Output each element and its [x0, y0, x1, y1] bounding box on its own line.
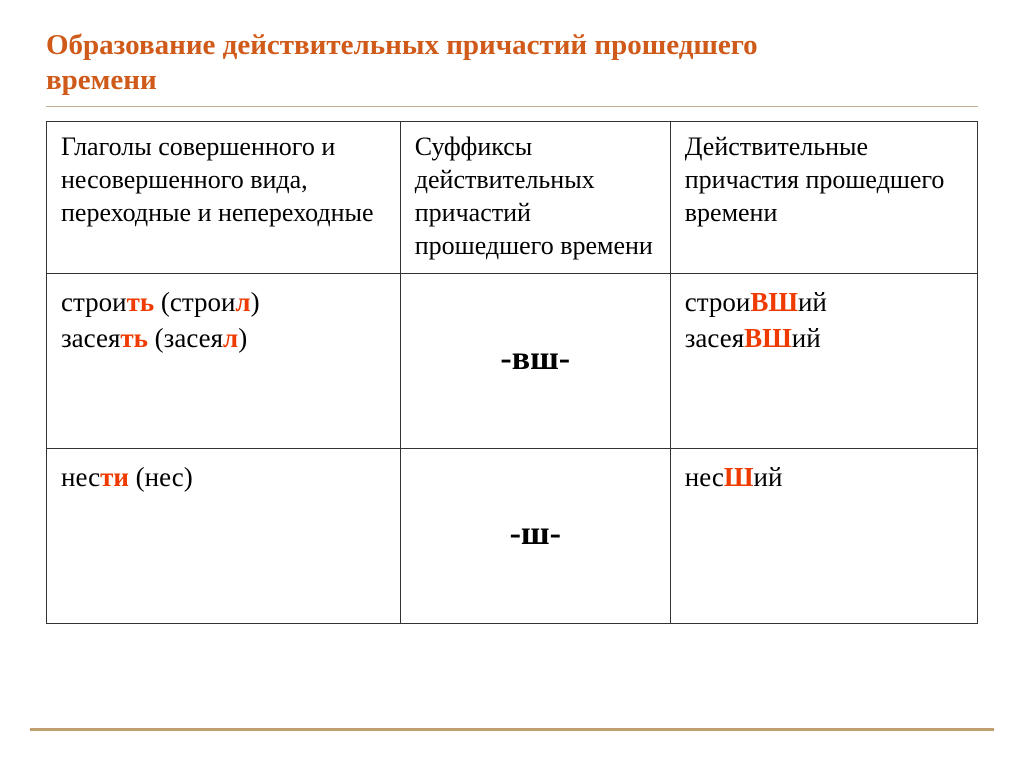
verb-stem: нес [61, 462, 100, 492]
past-stem: засея [164, 323, 223, 353]
inf-ending: ть [127, 287, 155, 317]
page-title: Образование действительных причастий про… [46, 28, 978, 98]
past-ending: л [223, 323, 238, 353]
part-stem: засея [685, 323, 744, 353]
part-suffix: ВШ [750, 287, 798, 317]
part-stem: строи [685, 287, 751, 317]
header-col3: Действительные причастия прошедшего врем… [670, 121, 977, 273]
past-stem: строи [170, 287, 236, 317]
suffix-text: -вш- [500, 340, 570, 377]
part-suffix: ВШ [744, 323, 792, 353]
inf-ending: ти [100, 462, 129, 492]
title-underline [46, 106, 978, 107]
part-ending: ий [754, 462, 783, 492]
part-stem: нес [685, 462, 724, 492]
verb-stem: строи [61, 287, 127, 317]
footer-rule [30, 728, 994, 731]
past-ending: л [235, 287, 250, 317]
title-line2: времени [46, 64, 157, 96]
title-line1: Образование действительных причастий про… [46, 29, 758, 61]
suffix-cell-1: -вш- [400, 273, 670, 448]
table-row: строить (строил) засеять (засеял) -вш- с… [47, 273, 978, 448]
participle-cell-1: строиВШий засеяВШий [670, 273, 977, 448]
participle-table: Глаголы совершенного и несовершенного ви… [46, 121, 978, 624]
verbs-cell-1: строить (строил) засеять (засеял) [47, 273, 401, 448]
part-ending: ий [798, 287, 827, 317]
suffix-text: -ш- [510, 515, 561, 552]
header-col2: Суффиксы действительных причастий прошед… [400, 121, 670, 273]
header-col1: Глаголы совершенного и несовершенного ви… [47, 121, 401, 273]
part-suffix: Ш [724, 462, 754, 492]
table-row: нести (нес) -ш- несШий [47, 448, 978, 623]
table-header-row: Глаголы совершенного и несовершенного ви… [47, 121, 978, 273]
verbs-cell-2: нести (нес) [47, 448, 401, 623]
part-ending: ий [792, 323, 821, 353]
participle-cell-2: несШий [670, 448, 977, 623]
inf-ending: ть [120, 323, 148, 353]
suffix-cell-2: -ш- [400, 448, 670, 623]
past-form: нес [145, 462, 184, 492]
verb-stem: засея [61, 323, 120, 353]
